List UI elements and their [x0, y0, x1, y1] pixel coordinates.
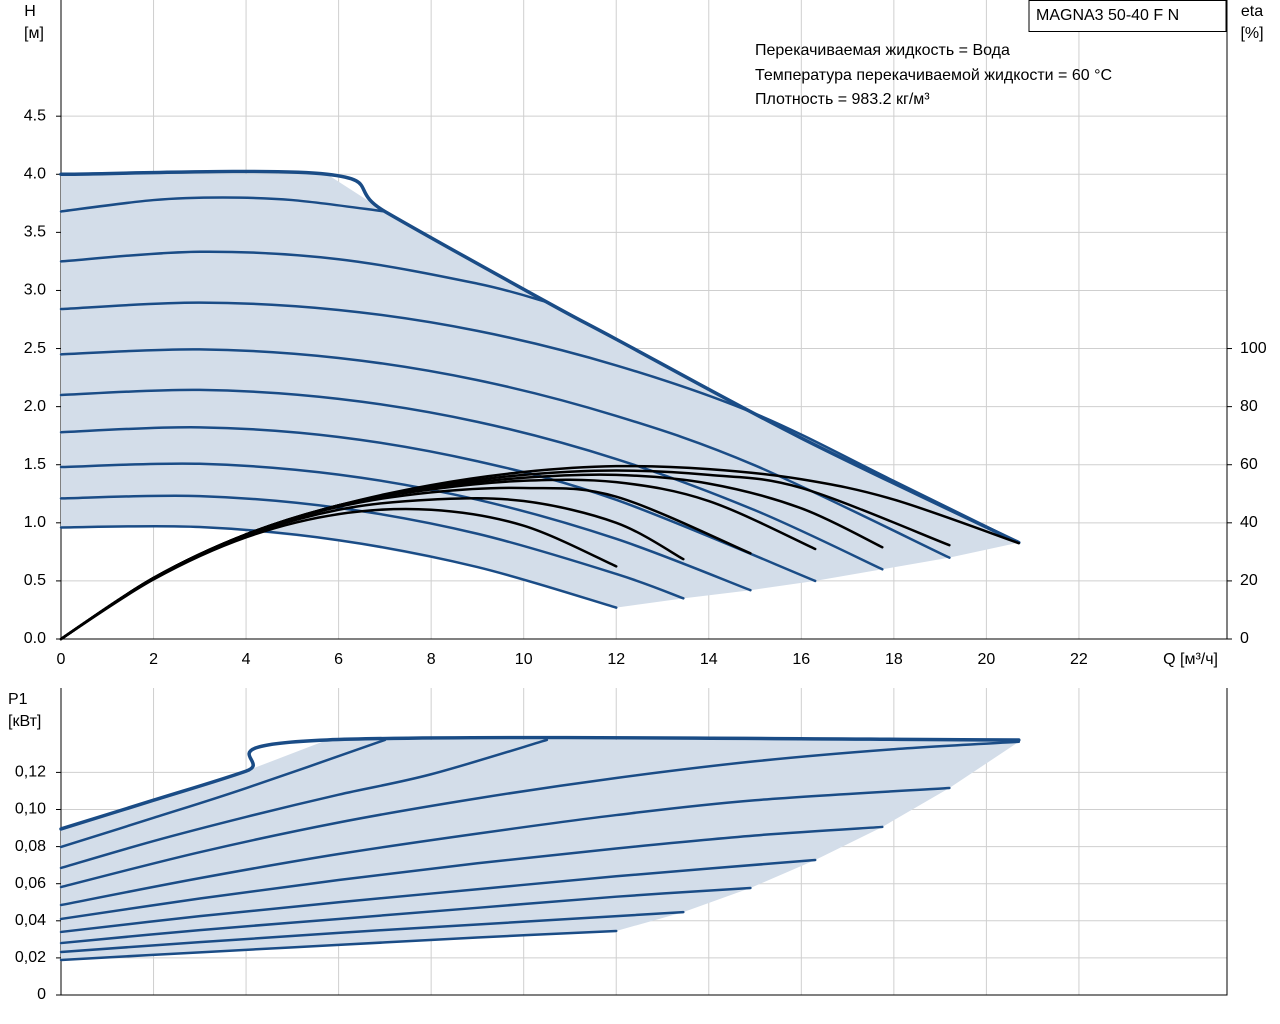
y-tick-label: 0,12 — [15, 764, 46, 781]
x-tick-label: 22 — [1070, 651, 1088, 668]
max-curve — [59, 735, 1021, 831]
x-tick-label: 18 — [885, 651, 903, 668]
y-tick-label: 4.0 — [24, 165, 46, 182]
y-tick-label: 0,04 — [15, 912, 46, 929]
y-axis-unit: [кВт] — [8, 713, 41, 730]
speed-curve — [59, 425, 817, 583]
speed-curve — [59, 301, 1021, 544]
line-layer — [59, 169, 1021, 962]
y-tick-label: 1.0 — [24, 514, 46, 531]
x-tick-label: 16 — [792, 651, 810, 668]
y2-tick-label: 60 — [1240, 456, 1258, 473]
y2-axis-unit: [%] — [1240, 25, 1263, 42]
speed-curve — [59, 738, 549, 870]
speed-curve — [59, 825, 884, 921]
annotation: Температура перекачиваемой жидкости = 60… — [755, 67, 1112, 84]
model-box — [1028, 0, 1227, 32]
y-tick-label: 0 — [37, 986, 46, 1003]
x-axis-label: Q [м³/ч] — [1163, 651, 1218, 668]
y-tick-label: 1.5 — [24, 456, 46, 473]
text-layer: H [м] eta [%] MAGNA3 50-40 F N Перекачив… — [8, 0, 1267, 1003]
x-tick-label: 10 — [515, 651, 533, 668]
y2-tick-label: 0 — [1240, 630, 1249, 647]
y-tick-label: 0,02 — [15, 949, 46, 966]
grid-layer — [56, 0, 1232, 996]
speed-curve — [59, 388, 884, 571]
x-tick-label: 6 — [334, 651, 343, 668]
y2-tick-label: 80 — [1240, 398, 1258, 415]
x-tick-label: 14 — [700, 651, 718, 668]
y-tick-label: 0.0 — [24, 630, 46, 647]
speed-curve — [59, 786, 951, 907]
speed-curve — [59, 524, 618, 609]
x-tick-label: 20 — [977, 651, 995, 668]
efficiency-curve — [59, 497, 685, 641]
y2-tick-label: 40 — [1240, 514, 1258, 531]
y2-axis-label: eta — [1241, 3, 1263, 20]
speed-curve — [59, 494, 685, 600]
speed-curve — [59, 462, 752, 592]
y2-tick-label: 100 — [1240, 340, 1267, 357]
x-tick-label: 0 — [57, 651, 66, 668]
y-axis-label: H — [24, 3, 36, 20]
annotation: Плотность = 983.2 кг/м³ — [755, 91, 930, 108]
x-tick-label: 2 — [149, 651, 158, 668]
speed-curve — [59, 886, 752, 945]
speed-curve — [59, 910, 685, 954]
speed-curve — [59, 740, 1021, 889]
x-tick-label: 4 — [242, 651, 251, 668]
annotation: Перекачиваемая жидкость = Вода — [755, 42, 1010, 59]
y-tick-label: 3.5 — [24, 224, 46, 241]
efficiency-curve — [59, 507, 618, 641]
y-tick-label: 2.0 — [24, 398, 46, 415]
speed-curve — [59, 929, 618, 962]
speed-curve — [59, 250, 549, 304]
y-axis-unit: [м] — [24, 25, 44, 42]
y-tick-label: 0,08 — [15, 838, 46, 855]
y2-tick-label: 20 — [1240, 572, 1258, 589]
speed-curve — [59, 196, 387, 213]
y-axis-label: P1 — [8, 691, 28, 708]
speed-curve — [59, 858, 817, 934]
speed-curve — [59, 738, 387, 849]
x-tick-label: 8 — [427, 651, 436, 668]
y-tick-label: 3.0 — [24, 282, 46, 299]
y-tick-label: 2.5 — [24, 340, 46, 357]
model-label: MAGNA3 50-40 F N — [1036, 7, 1179, 24]
operating-area — [61, 174, 1019, 608]
speed-curve — [59, 348, 951, 559]
y-tick-label: 4.5 — [24, 107, 46, 124]
y-tick-label: 0,10 — [15, 801, 46, 818]
y-tick-label: 0.5 — [24, 572, 46, 589]
y-tick-label: 0,06 — [15, 875, 46, 892]
x-tick-label: 12 — [607, 651, 625, 668]
